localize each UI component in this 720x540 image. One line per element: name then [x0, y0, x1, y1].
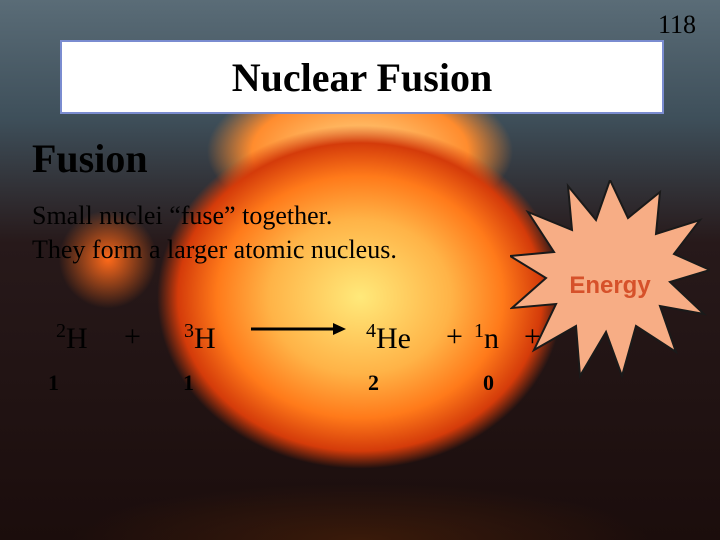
- term-3h: 3H: [184, 320, 216, 356]
- reaction-arrow-icon: [251, 320, 346, 332]
- slide: 118 Nuclear Fusion Fusion Small nuclei “…: [0, 0, 720, 540]
- energy-label: Energy: [510, 272, 710, 300]
- term-1n: 1n: [474, 320, 499, 356]
- sub-2: 1: [183, 370, 194, 396]
- term-4he: 4He: [366, 320, 411, 356]
- plus-1: +: [124, 320, 141, 354]
- sub-1: 1: [48, 370, 59, 396]
- subheading: Fusion: [32, 135, 148, 182]
- term-2h: 2H: [56, 320, 88, 356]
- body-line-1: Small nuclei “fuse” together.: [32, 200, 332, 233]
- title-box: Nuclear Fusion: [60, 40, 664, 114]
- plus-2: +: [446, 320, 463, 354]
- sub-4: 0: [483, 370, 494, 396]
- page-number: 118: [658, 10, 696, 40]
- sub-3: 2: [368, 370, 379, 396]
- plus-3: +: [524, 320, 541, 354]
- body-line-2: They form a larger atomic nucleus.: [32, 234, 397, 267]
